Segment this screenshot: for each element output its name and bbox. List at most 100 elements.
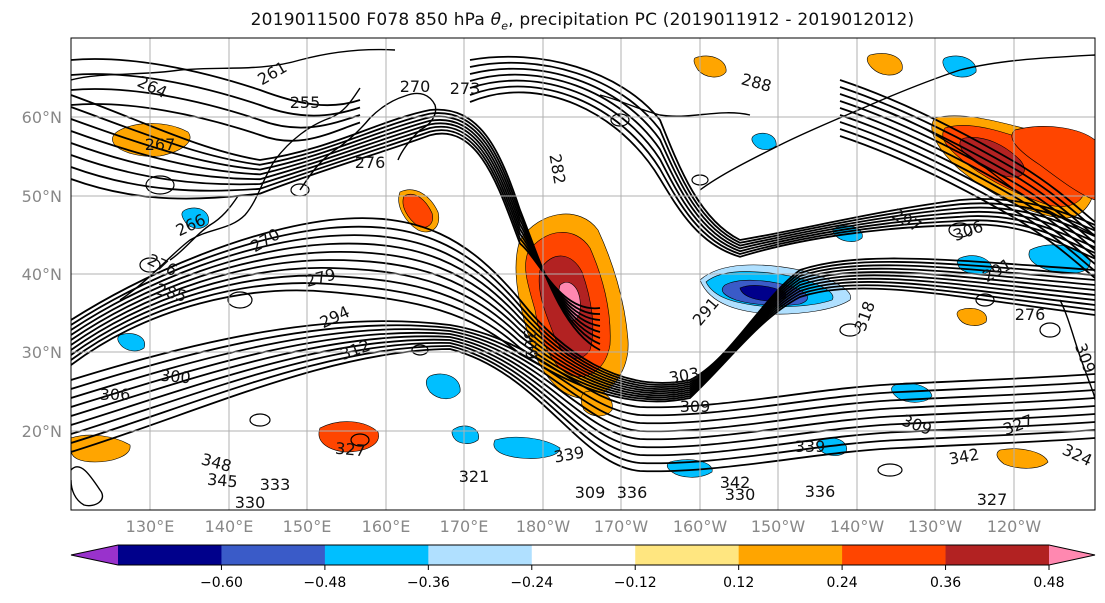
theta-e-contour bbox=[839, 128, 1095, 272]
theta-e-contour bbox=[71, 324, 1095, 417]
theta-e-loop bbox=[350, 433, 370, 447]
theta-e-loop bbox=[975, 293, 995, 307]
contour-label: 336 bbox=[617, 483, 648, 502]
theta-e-contour bbox=[839, 86, 1095, 230]
coastline bbox=[169, 195, 239, 261]
coastline bbox=[599, 94, 751, 117]
theta-e-loop bbox=[610, 113, 630, 127]
theta-e-loop bbox=[877, 463, 903, 477]
lon-label: 150°W bbox=[751, 517, 806, 536]
theta-e-loop bbox=[948, 222, 972, 238]
coastline bbox=[71, 48, 396, 81]
theta-e-contour bbox=[71, 225, 1095, 386]
contour-label: 300 bbox=[159, 366, 191, 388]
contour-label: 345 bbox=[206, 470, 238, 492]
theta-e-contour bbox=[71, 348, 1095, 473]
theta-e-contour bbox=[71, 345, 1095, 465]
precip-blob bbox=[751, 132, 777, 150]
colorbar-bin bbox=[118, 545, 222, 565]
contour-label: 276 bbox=[355, 153, 386, 172]
graticule bbox=[71, 38, 1095, 510]
precip-blob bbox=[866, 53, 903, 76]
theta-e-contour bbox=[839, 100, 1095, 244]
map-frame bbox=[70, 37, 1096, 511]
contour-label: 309 bbox=[680, 397, 711, 416]
theta-e-contour bbox=[71, 328, 1095, 425]
contour-label: 273 bbox=[450, 79, 481, 98]
contour-label: 327 bbox=[1001, 411, 1036, 439]
longitude-labels: 130°E 140°E 150°E 160°E 170°E 180°W 170°W 160°W… bbox=[126, 517, 1042, 536]
coastline bbox=[699, 69, 961, 191]
lon-label: 150°E bbox=[283, 517, 332, 536]
lat-label: 30°N bbox=[22, 343, 62, 362]
coastline bbox=[397, 92, 437, 161]
lon-label: 170°W bbox=[594, 517, 649, 536]
precip-blob bbox=[942, 55, 977, 78]
contour-label: 339 bbox=[795, 437, 826, 456]
theta-e-contour bbox=[839, 121, 1095, 265]
contour-label: 318 bbox=[851, 299, 879, 334]
precip-blob bbox=[318, 421, 379, 453]
precip-blob bbox=[891, 382, 933, 403]
theta-e-contour bbox=[469, 91, 1095, 260]
contour-label: 327 bbox=[334, 439, 366, 461]
lat-label: 20°N bbox=[22, 422, 62, 441]
precip-blob bbox=[693, 55, 727, 78]
theta-e-contour bbox=[71, 251, 1095, 393]
contour-label: 321 bbox=[459, 467, 490, 486]
lon-label: 140°W bbox=[830, 517, 885, 536]
contour-label: 276 bbox=[1015, 305, 1046, 324]
precip-blob bbox=[956, 308, 987, 326]
precip-blob bbox=[451, 425, 479, 444]
theta-e-contour bbox=[71, 342, 1095, 457]
colorbar-tick-label: −0.48 bbox=[303, 575, 346, 591]
theta-e-contour bbox=[839, 135, 1095, 279]
colorbar-extend-high bbox=[1049, 545, 1095, 565]
colorbar-tick-label: 0.48 bbox=[1033, 575, 1064, 591]
colorbar-tick-label: 0.12 bbox=[723, 575, 754, 591]
title-theta: θe bbox=[490, 10, 509, 33]
colorbar-bin bbox=[531, 545, 636, 565]
contour-label: 339 bbox=[552, 443, 585, 467]
precip-blob bbox=[493, 436, 561, 459]
theta-e-contour bbox=[71, 242, 1095, 390]
precip-blob bbox=[1011, 126, 1095, 201]
precip-blob bbox=[71, 434, 131, 463]
colorbar-bin bbox=[221, 545, 326, 565]
title-prefix: 2019011500 F078 850 hPa bbox=[250, 10, 491, 30]
colorbar-bin bbox=[738, 545, 843, 565]
theta-e-contour bbox=[839, 114, 1095, 258]
theta-e-contour bbox=[71, 320, 1095, 409]
coastline bbox=[959, 54, 1095, 71]
theta-e-loop bbox=[145, 175, 175, 195]
contour-label: 336 bbox=[805, 482, 836, 501]
colorbar-tick-label: −0.12 bbox=[614, 575, 657, 591]
lon-label: 130°E bbox=[126, 517, 175, 536]
theta-e-contour bbox=[71, 259, 1095, 395]
theta-e-contour bbox=[71, 122, 601, 327]
theta-e-contour bbox=[71, 58, 361, 107]
theta-e-contour bbox=[71, 88, 361, 129]
theta-e-contours bbox=[71, 55, 1095, 477]
contour-label: 330 bbox=[725, 485, 756, 504]
theta-e-contour bbox=[71, 338, 1095, 449]
lat-label: 50°N bbox=[22, 187, 62, 206]
colorbar-outline bbox=[70, 544, 1096, 566]
colorbar-bin bbox=[428, 545, 533, 565]
theta-e-loop bbox=[249, 413, 271, 427]
theta-e-contour bbox=[71, 217, 1095, 384]
precip-blob bbox=[402, 193, 433, 228]
contour-label: 306 bbox=[100, 385, 131, 404]
lon-label: 160°W bbox=[673, 517, 728, 536]
lon-label: 180°W bbox=[516, 517, 571, 536]
contour-label: 342 bbox=[720, 473, 751, 492]
theta-e-contour bbox=[71, 267, 1095, 397]
contour-label: 255 bbox=[290, 93, 321, 112]
contour-label: 309 bbox=[520, 328, 542, 360]
theta-e-contour bbox=[469, 67, 1095, 247]
lon-label: 170°E bbox=[440, 517, 489, 536]
theta-e-contour bbox=[71, 103, 361, 142]
contour-label: 324 bbox=[1059, 440, 1095, 470]
coastline bbox=[869, 104, 1095, 236]
